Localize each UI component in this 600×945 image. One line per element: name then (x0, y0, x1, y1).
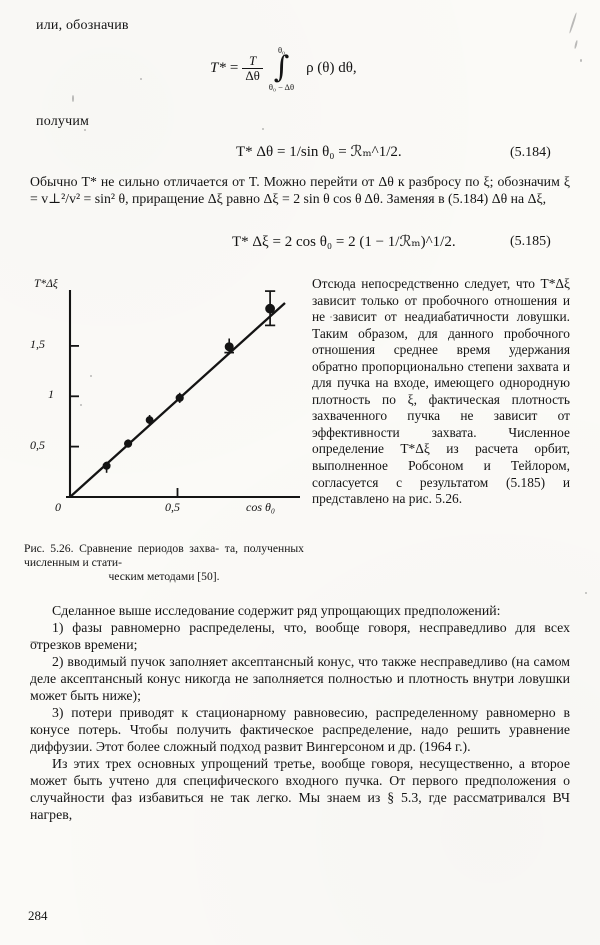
equation-equals: = (229, 59, 239, 76)
scan-speck (30, 641, 38, 643)
body-paragraph: Из этих трех основных упрощений третье, … (30, 756, 570, 823)
paragraph-after-5-184: Обычно T* не сильно отличается от T. Мож… (30, 174, 570, 207)
x-axis-label: cos θ₀ (246, 500, 276, 514)
scan-speck (84, 129, 86, 131)
chart-ticks (70, 345, 179, 497)
equation-lhs: T* (210, 59, 226, 76)
data-point (124, 439, 133, 448)
scan-speck (568, 12, 578, 34)
equation-number-5-185: (5.185) (510, 234, 551, 249)
scan-speck (573, 39, 579, 50)
page-number: 284 (28, 908, 48, 923)
chart-axes (66, 290, 300, 499)
data-point (265, 290, 276, 327)
equation-number-5-184: (5.184) (510, 145, 551, 160)
integrand: ρ (θ) dθ, (306, 59, 357, 76)
right-column-text: Отсюда непосредственно следует, что T*Δξ… (312, 276, 570, 507)
chart-scatter-capture-periods: T*Δξ 1,5 1 0,5 0 0,5 cos θ₀ (22, 274, 307, 532)
equation-integral: T* = T Δθ θ₀ ∫ θ₀ − Δθ ρ (θ) dθ, (210, 46, 357, 91)
data-point (102, 461, 111, 473)
equation-5-185: T* Δξ = 2 cos θ₀ = 2 (1 − 1/ℛₘ)^1/2. (232, 234, 456, 250)
scan-speck (80, 404, 82, 406)
scan-speck (90, 375, 92, 377)
scan-speck (140, 78, 142, 80)
data-point (224, 338, 234, 354)
figure-caption: Рис. 5.26. Сравнение периодов захва- та,… (24, 542, 304, 584)
integral-upper-limit: θ₀ (277, 45, 285, 55)
scan-speck (262, 128, 264, 130)
scan-speck (72, 95, 74, 102)
body-paragraph: Сделанное выше исследование содержит ряд… (52, 603, 501, 618)
scan-speck (585, 592, 587, 594)
fraction-numerator: T (248, 53, 257, 69)
chart-data-points (102, 290, 276, 473)
y-tick-label-1-5: 1,5 (30, 337, 45, 351)
body-paragraph: 2) вводимый пучок заполняет аксептансный… (30, 654, 570, 704)
integral-glyph: ∫ (273, 50, 290, 86)
integral-lower-limit: θ₀ − Δθ (268, 81, 295, 92)
lead-line-1: или, обозначив (36, 18, 129, 33)
x-tick-label-0: 0 (55, 500, 61, 514)
body-paragraph: 3) потери приводят к стационарному равно… (30, 705, 570, 755)
y-tick-label-0-5: 0,5 (30, 438, 45, 452)
integral-sign: θ₀ ∫ θ₀ − Δθ (269, 46, 294, 91)
fraction-denominator: Δθ (242, 67, 263, 83)
lead-line-2: получим (36, 114, 90, 129)
scan-speck (580, 59, 582, 62)
figure-caption-line-2: та, полученных численным и стати- (24, 542, 304, 569)
y-tick-label-1: 1 (48, 387, 54, 401)
figure-caption-line-1: Рис. 5.26. Сравнение периодов захва- (24, 542, 220, 555)
fraction-T-over-dtheta: T Δθ (242, 54, 263, 82)
body-paragraph: 1) фазы равномерно распределены, что, во… (30, 620, 570, 653)
x-tick-label-0-5: 0,5 (165, 500, 180, 514)
chart-svg (66, 290, 300, 499)
data-point (175, 392, 184, 403)
figure-5-26: T*Δξ 1,5 1 0,5 0 0,5 cos θ₀ (22, 274, 307, 532)
data-point (145, 415, 154, 426)
body-lower: Сделанное выше исследование содержит ряд… (30, 602, 570, 823)
y-axis-label: T*Δξ (34, 278, 58, 290)
equation-5-184: T* Δθ = 1/sin θ₀ = ℛₘ^1/2. (236, 144, 402, 160)
figure-caption-line-3: ческим методами [50]. (108, 569, 220, 583)
scan-speck (330, 316, 332, 318)
